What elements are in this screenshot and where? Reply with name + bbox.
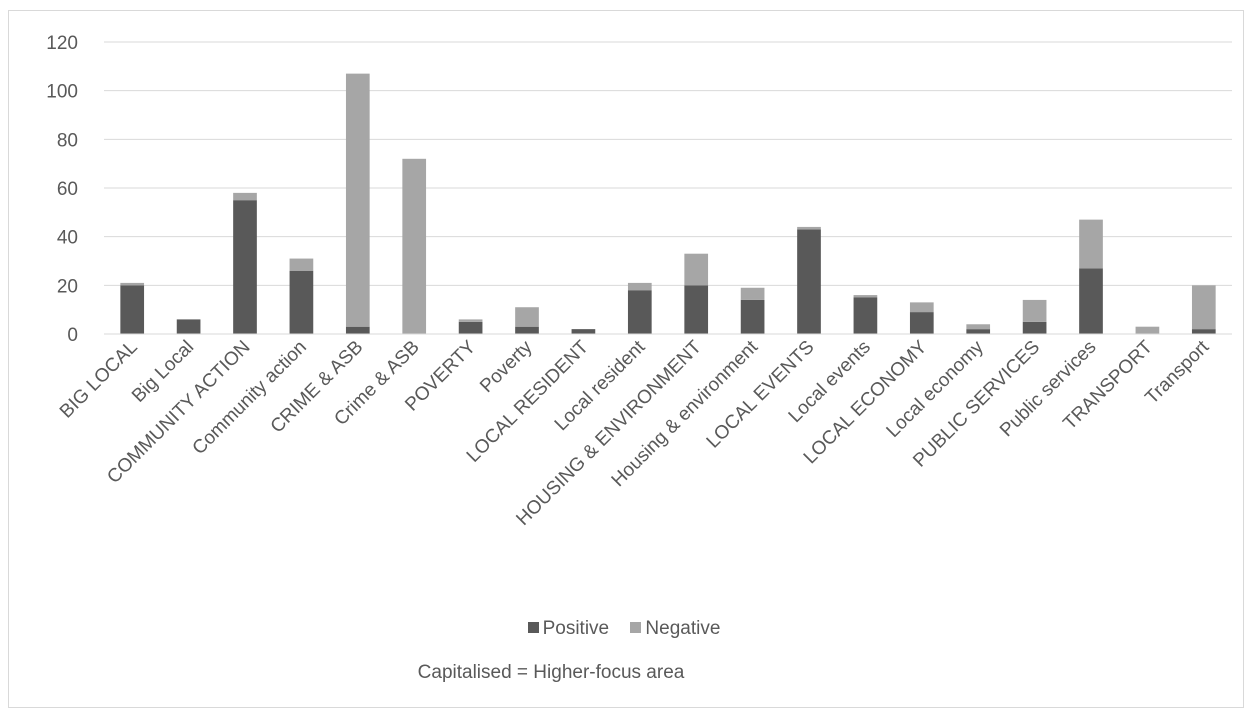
legend-label-negative: Negative: [645, 618, 721, 639]
bar-positive-9: [627, 290, 652, 334]
legend-swatch-negative: [630, 622, 642, 633]
bar-negative-5: [402, 158, 427, 334]
bar-negative-11: [740, 287, 765, 300]
bars: [104, 73, 1232, 335]
bar-negative-3: [289, 258, 314, 271]
bar-positive-19: [1191, 329, 1216, 334]
bar-positive-10: [684, 285, 709, 334]
bar-negative-9: [627, 282, 652, 291]
y-tick-label: 20: [57, 276, 78, 297]
legend-item-positive: Positive: [527, 618, 610, 640]
bar-positive-7: [515, 326, 539, 334]
legend-item-negative: Negative: [630, 618, 720, 640]
bar-positive-15: [966, 329, 991, 334]
legend-label-positive: Positive: [542, 618, 610, 639]
x-tick-label: Public services: [996, 337, 1100, 441]
bar-positive-8: [571, 329, 596, 334]
bar-positive-1: [176, 319, 201, 334]
bar-negative-7: [515, 307, 539, 327]
gridlines: [104, 41, 1232, 335]
bar-positive-13: [853, 297, 878, 334]
bar-negative-12: [797, 226, 821, 230]
bar-negative-6: [458, 319, 483, 322]
bar-negative-13: [853, 295, 878, 298]
bar-negative-14: [909, 302, 934, 313]
y-tick-label: 0: [67, 325, 78, 346]
chart-frame: [8, 10, 1244, 708]
bar-positive-17: [1079, 268, 1103, 334]
bar-positive-6: [458, 321, 483, 334]
bar-positive-14: [909, 312, 934, 334]
legend: Positive Negative: [0, 618, 1248, 640]
bar-positive-16: [1022, 321, 1047, 334]
bar-positive-2: [233, 200, 257, 334]
bar-negative-17: [1079, 219, 1103, 269]
bar-negative-16: [1022, 299, 1047, 322]
bar-positive-4: [345, 326, 370, 334]
bar-negative-18: [1135, 326, 1160, 334]
bar-positive-3: [289, 270, 314, 334]
y-tick-label: 60: [57, 179, 78, 200]
bar-positive-11: [740, 299, 765, 334]
y-tick-label: 120: [46, 33, 78, 54]
y-tick-label: 80: [57, 130, 78, 151]
x-tick-label: BIG LOCAL: [56, 337, 142, 423]
y-tick-label: 40: [57, 228, 78, 249]
bar-negative-19: [1191, 285, 1216, 330]
bar-negative-4: [345, 73, 370, 327]
y-axis-tick-labels: 0 20 40 60 80 100 120: [46, 33, 78, 346]
x-tick-label: Local economy: [883, 336, 989, 442]
legend-swatch-positive: [527, 622, 539, 633]
bar-positive-12: [797, 229, 821, 334]
chart-note: Capitalised = Higher-focus area: [417, 662, 685, 683]
bar-positive-0: [120, 285, 145, 334]
bar-negative-2: [233, 192, 257, 201]
bar-negative-15: [966, 324, 991, 330]
bar-negative-10: [684, 253, 709, 286]
y-tick-label: 100: [46, 82, 78, 103]
bar-negative-0: [120, 282, 145, 286]
